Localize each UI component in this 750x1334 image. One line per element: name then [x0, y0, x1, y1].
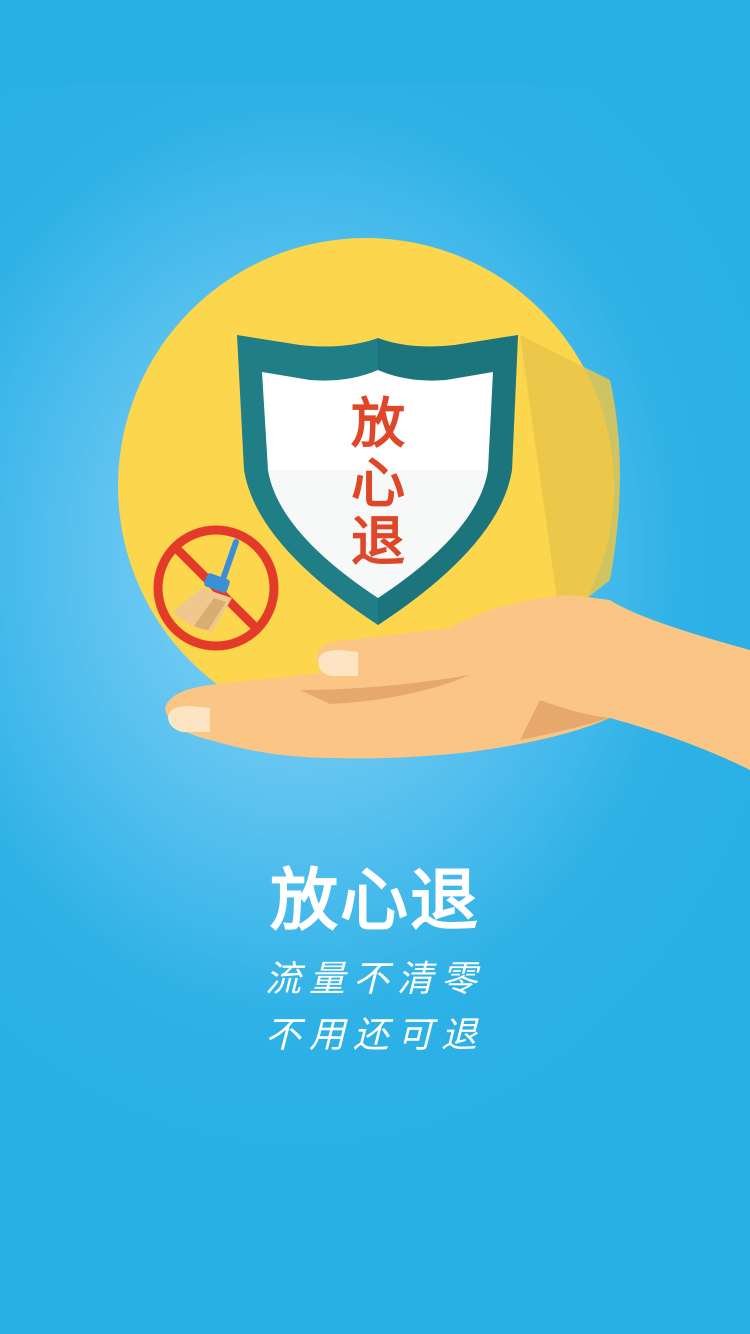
shield-char-3: 退	[351, 510, 405, 573]
no-broom-icon	[153, 525, 279, 651]
hand-illustration	[165, 595, 750, 770]
subtitle-line-2: 不用还可退	[264, 1015, 485, 1056]
status-bar	[0, 0, 750, 84]
shield-char-2: 心	[351, 452, 405, 515]
shield-icon: 放 心 退	[237, 335, 518, 625]
subtitle-line-1: 流量不清零	[264, 959, 485, 1000]
page-title: 放心退	[269, 862, 480, 941]
splash-illustration: 放 心 退	[118, 238, 750, 770]
shield-char-1: 放	[351, 392, 405, 455]
